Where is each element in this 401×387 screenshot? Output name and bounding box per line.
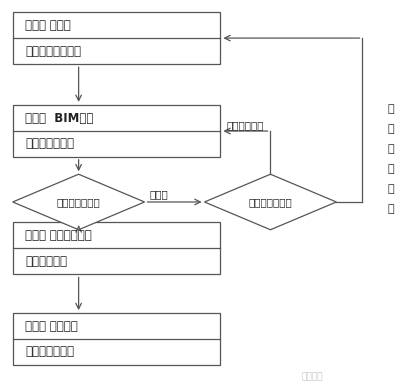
Text: 角色： 施工员: 角色： 施工员 — [25, 19, 71, 32]
Text: 提供主材用料计划: 提供主材用料计划 — [25, 45, 81, 58]
FancyBboxPatch shape — [13, 313, 221, 365]
Text: 不通过: 不通过 — [149, 189, 168, 199]
FancyBboxPatch shape — [13, 223, 221, 274]
Text: 系统操作问题: 系统操作问题 — [227, 120, 264, 130]
Text: 审核主材计划量: 审核主材计划量 — [249, 197, 292, 207]
Text: 萤: 萤 — [387, 104, 394, 114]
Polygon shape — [13, 174, 144, 230]
Text: 不: 不 — [387, 144, 394, 154]
Text: 明: 明 — [387, 164, 394, 174]
Text: 上班公司并采购: 上班公司并采购 — [25, 345, 74, 358]
Text: 豆丁施工: 豆丁施工 — [302, 372, 323, 381]
Polygon shape — [205, 174, 336, 230]
FancyBboxPatch shape — [13, 105, 221, 157]
Text: 因: 因 — [387, 124, 394, 134]
Text: 审核签字确认: 审核签字确认 — [25, 255, 67, 268]
FancyBboxPatch shape — [13, 12, 221, 64]
Text: 等: 等 — [387, 204, 394, 214]
Text: 系统提取计划量: 系统提取计划量 — [25, 137, 74, 150]
Text: 审核主材计划量: 审核主材计划量 — [57, 197, 101, 207]
Text: 角色：  BIM小组: 角色： BIM小组 — [25, 111, 93, 125]
Text: 确: 确 — [387, 184, 394, 194]
Text: 角色： 项目总工程师: 角色： 项目总工程师 — [25, 229, 92, 242]
Text: 角色： 招采中心: 角色： 招采中心 — [25, 320, 78, 333]
